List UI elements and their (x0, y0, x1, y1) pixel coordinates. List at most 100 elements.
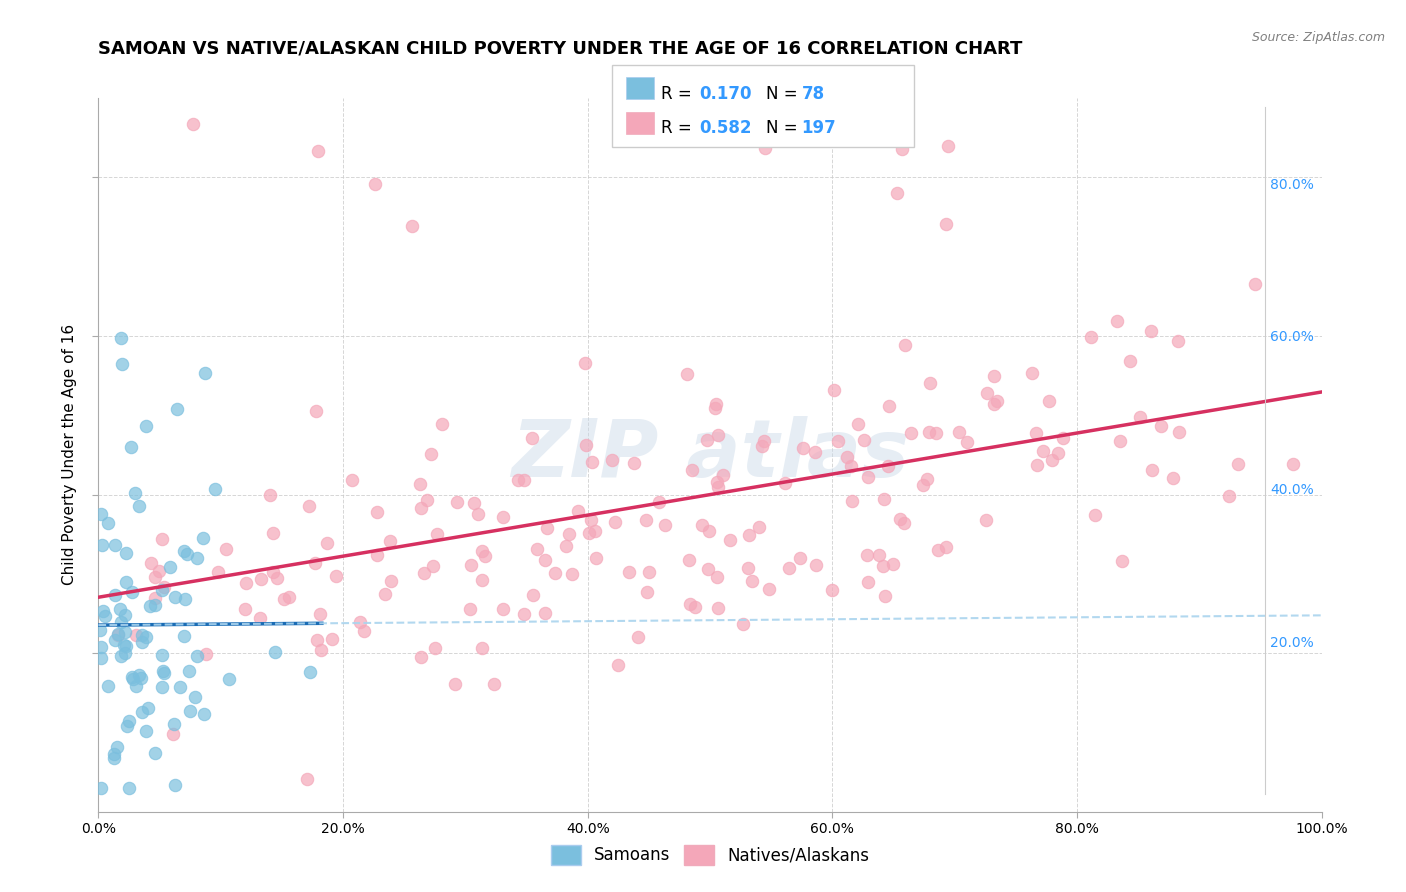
Point (1171, 483, 1194, 497)
Point (747, 565, 769, 579)
Point (1111, 416, 1133, 430)
Point (963, 394, 986, 409)
Point (605, 450, 627, 465)
Point (931, 422, 953, 436)
Point (779, 552, 801, 566)
Point (1229, 451, 1251, 466)
Point (592, 497, 614, 511)
Point (190, 704, 212, 718)
Point (190, 566, 212, 581)
Point (551, 578, 574, 592)
Point (872, 548, 894, 562)
Point (1128, 422, 1150, 436)
Point (898, 472, 921, 486)
Point (820, 381, 842, 395)
Point (752, 513, 775, 527)
Point (503, 500, 526, 515)
Point (652, 506, 675, 520)
Point (207, 709, 229, 723)
Point (179, 578, 201, 592)
Point (335, 580, 357, 594)
Point (373, 620, 395, 634)
Point (190, 628, 212, 642)
Point (664, 489, 686, 503)
Point (707, 429, 730, 443)
Point (368, 528, 391, 542)
Point (204, 617, 226, 632)
Point (655, 557, 678, 571)
Point (756, 435, 779, 450)
Point (759, 147, 782, 161)
Point (191, 764, 214, 778)
Point (166, 500, 188, 515)
Point (377, 560, 399, 574)
Point (1000, 422, 1022, 436)
Point (215, 731, 238, 745)
Point (714, 394, 737, 409)
Point (187, 626, 209, 640)
Point (762, 573, 785, 587)
Point (179, 731, 201, 746)
Point (194, 575, 217, 590)
Point (1122, 466, 1144, 480)
Point (713, 398, 735, 412)
Point (322, 633, 344, 648)
Point (184, 604, 207, 618)
Point (693, 458, 716, 472)
Point (607, 516, 630, 531)
Point (921, 145, 943, 160)
Point (401, 613, 423, 627)
Point (195, 658, 218, 673)
Point (321, 519, 343, 533)
Point (219, 555, 242, 569)
Point (817, 574, 839, 588)
Point (186, 356, 208, 370)
Point (232, 702, 254, 716)
Point (181, 724, 204, 739)
Point (1076, 545, 1098, 559)
Point (1024, 426, 1046, 441)
Point (689, 365, 711, 379)
Point (744, 520, 766, 534)
Point (184, 637, 207, 651)
Point (221, 574, 243, 588)
Point (278, 533, 301, 548)
Point (863, 549, 886, 564)
Point (170, 599, 193, 613)
Point (169, 593, 191, 607)
Point (599, 434, 621, 448)
Point (637, 557, 659, 571)
Y-axis label: Child Poverty Under the Age of 16: Child Poverty Under the Age of 16 (62, 320, 77, 581)
Point (920, 221, 942, 235)
Point (905, 421, 928, 435)
Point (868, 454, 890, 468)
Point (1007, 440, 1029, 454)
Point (204, 624, 226, 638)
Point (721, 462, 744, 476)
Point (222, 652, 245, 666)
Point (865, 485, 887, 500)
Point (1092, 407, 1115, 421)
Point (645, 618, 668, 632)
Point (259, 692, 281, 706)
Point (562, 596, 585, 610)
Point (184, 591, 207, 606)
Point (1001, 453, 1024, 467)
Point (260, 364, 283, 378)
Point (181, 616, 204, 631)
Point (231, 712, 253, 726)
Point (198, 665, 221, 680)
Point (173, 666, 195, 681)
Text: 0.170: 0.170 (699, 85, 751, 103)
Point (776, 471, 799, 485)
Point (621, 449, 644, 463)
Point (835, 454, 858, 468)
Point (359, 401, 381, 415)
Point (211, 589, 233, 603)
Point (321, 557, 343, 571)
Point (167, 629, 190, 643)
Point (703, 511, 725, 525)
Point (242, 582, 264, 596)
Point (198, 616, 221, 631)
Point (221, 636, 243, 650)
